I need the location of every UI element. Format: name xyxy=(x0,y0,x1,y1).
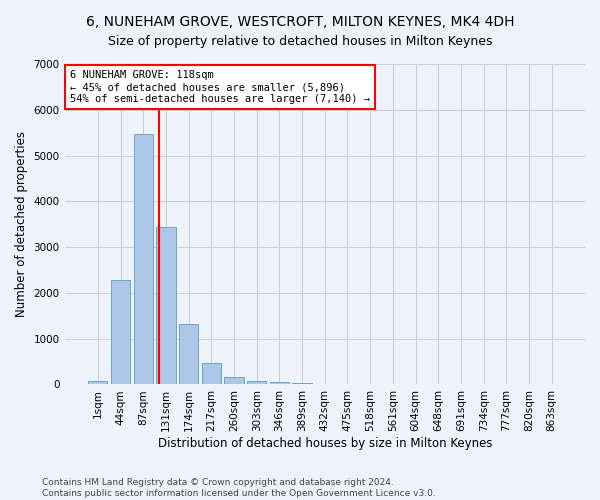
Bar xyxy=(270,382,289,384)
Bar xyxy=(134,134,153,384)
Y-axis label: Number of detached properties: Number of detached properties xyxy=(15,131,28,317)
Text: 6 NUNEHAM GROVE: 118sqm
← 45% of detached houses are smaller (5,896)
54% of semi: 6 NUNEHAM GROVE: 118sqm ← 45% of detache… xyxy=(70,70,370,104)
Text: Size of property relative to detached houses in Milton Keynes: Size of property relative to detached ho… xyxy=(108,35,492,48)
Bar xyxy=(292,383,312,384)
Text: 6, NUNEHAM GROVE, WESTCROFT, MILTON KEYNES, MK4 4DH: 6, NUNEHAM GROVE, WESTCROFT, MILTON KEYN… xyxy=(86,15,514,29)
Bar xyxy=(179,324,198,384)
Bar xyxy=(202,364,221,384)
Bar xyxy=(88,381,107,384)
Text: Contains HM Land Registry data © Crown copyright and database right 2024.
Contai: Contains HM Land Registry data © Crown c… xyxy=(42,478,436,498)
Bar xyxy=(247,381,266,384)
X-axis label: Distribution of detached houses by size in Milton Keynes: Distribution of detached houses by size … xyxy=(158,437,492,450)
Bar xyxy=(156,226,176,384)
Bar xyxy=(111,280,130,384)
Bar xyxy=(224,377,244,384)
